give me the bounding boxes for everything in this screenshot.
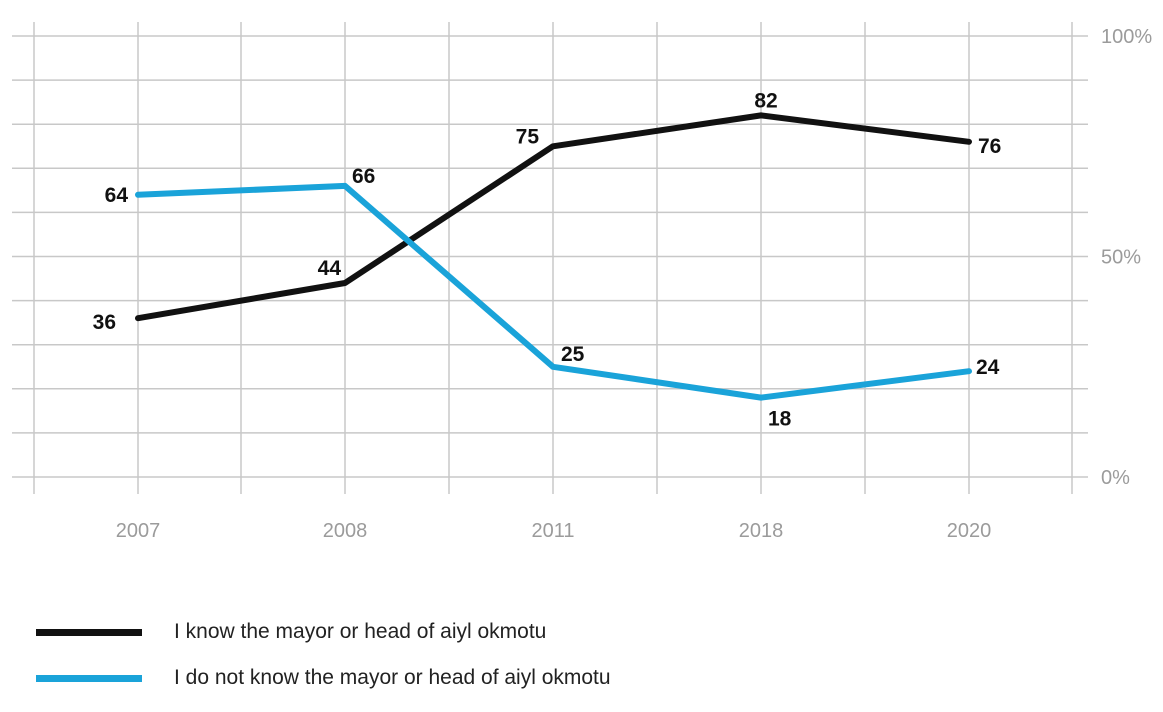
data-label: 76	[978, 135, 1001, 158]
data-label: 18	[768, 408, 792, 431]
data-label: 64	[105, 184, 129, 207]
y-tick-label: 50%	[1101, 247, 1141, 269]
y-tick-label: 100%	[1101, 26, 1152, 48]
data-label: 36	[93, 311, 116, 334]
series-lines	[135, 112, 972, 401]
x-tick-label: 2011	[531, 520, 574, 542]
x-tick-label: 2008	[323, 520, 368, 542]
data-label: 75	[516, 125, 540, 148]
y-tick-label: 0%	[1101, 467, 1130, 489]
legend: I know the mayor or head of aiyl okmotu …	[36, 620, 611, 712]
legend-label-know: I know the mayor or head of aiyl okmotu	[174, 620, 547, 643]
data-label: 66	[352, 165, 375, 188]
chart-grid	[12, 22, 1088, 494]
series-line-0	[135, 112, 972, 322]
data-label: 25	[561, 343, 585, 366]
chart-axes: 2007 2008 2011 2018 2020 0% 50% 100%	[116, 26, 1153, 542]
legend-item-do-not-know: I do not know the mayor or head of aiyl …	[36, 666, 611, 690]
series-line-1	[135, 182, 972, 401]
legend-swatch-do-not-know	[36, 674, 142, 682]
data-label: 24	[976, 356, 1000, 379]
legend-item-know: I know the mayor or head of aiyl okmotu	[36, 620, 611, 644]
x-tick-label: 2007	[116, 520, 161, 542]
legend-swatch-know	[36, 628, 142, 636]
legend-label-do-not-know: I do not know the mayor or head of aiyl …	[174, 666, 611, 689]
data-labels: 36 44 75 82 76 64 66 25 18 24	[93, 89, 1002, 430]
data-label: 44	[318, 257, 342, 280]
data-label: 82	[754, 89, 777, 112]
x-tick-label: 2020	[947, 520, 992, 542]
x-tick-label: 2018	[739, 520, 784, 542]
